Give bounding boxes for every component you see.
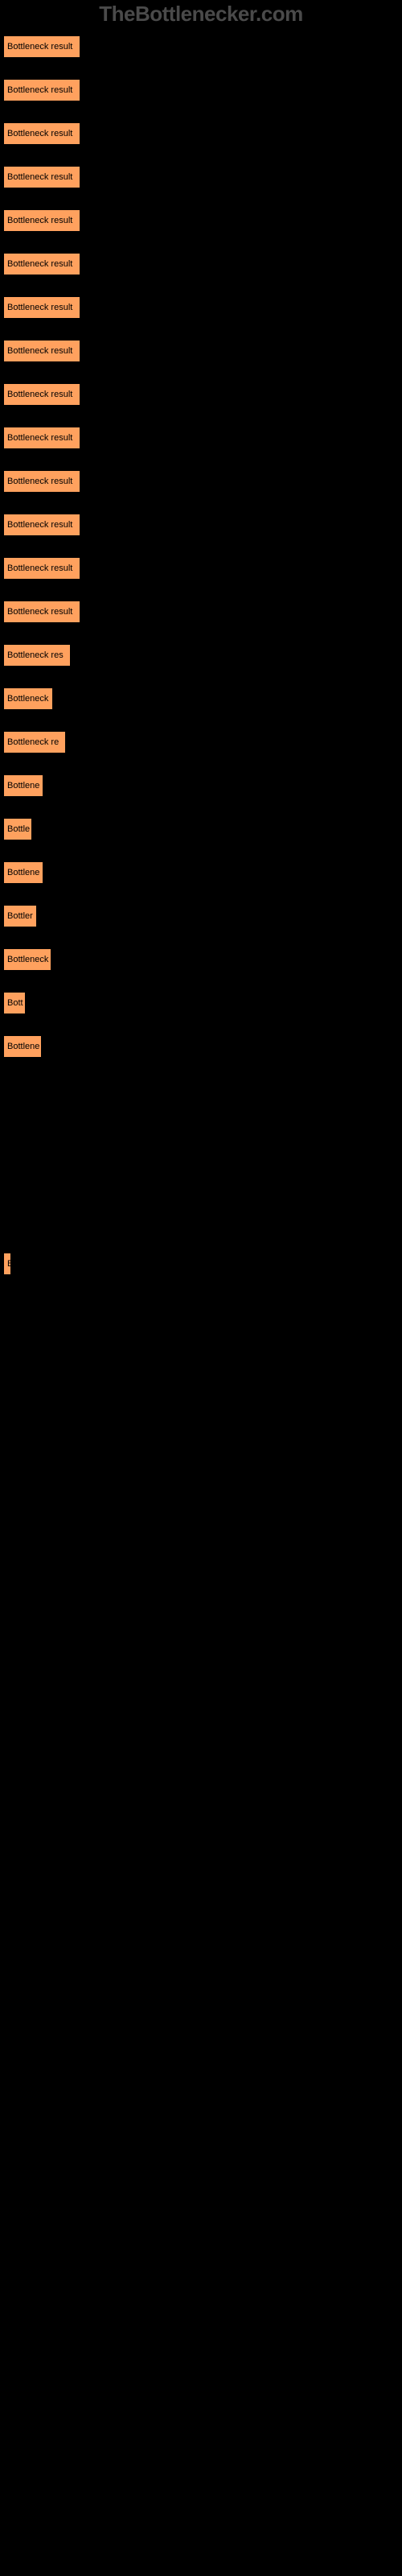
bar-row: Bottleneck re bbox=[0, 720, 402, 763]
bar-row: Bottleneck result bbox=[0, 459, 402, 502]
chart-bar: Bottleneck result bbox=[3, 166, 80, 188]
bar-label: Bottle bbox=[7, 824, 30, 834]
chart-bar: Bottleneck result bbox=[3, 79, 80, 101]
chart-bar: Bottle bbox=[3, 818, 32, 840]
bar-row: Bottleneck result bbox=[0, 415, 402, 459]
chart-bar: Bottleneck bbox=[3, 948, 51, 971]
chart-bar: Bottleneck result bbox=[3, 122, 80, 145]
bar-label: Bottleneck bbox=[7, 955, 48, 964]
bar-row bbox=[0, 1111, 402, 1154]
bar-label: Bottleneck result bbox=[7, 303, 72, 312]
bar-label: Bottleneck result bbox=[7, 42, 72, 52]
bar-row: Bottleneck result bbox=[0, 24, 402, 68]
bar-chart: Bottleneck result Bottleneck result Bottle… bbox=[0, 24, 402, 1285]
bar-label: Bottleneck result bbox=[7, 433, 72, 443]
bar-row bbox=[0, 1067, 402, 1111]
bar-row: Bottler bbox=[0, 894, 402, 937]
bar-row: Bottlene bbox=[0, 763, 402, 807]
bar-row: Bottleneck result bbox=[0, 589, 402, 633]
chart-bar: Bottleneck result bbox=[3, 253, 80, 275]
bar-label: Bott bbox=[7, 998, 23, 1008]
bar-row: Bottleneck result bbox=[0, 285, 402, 328]
bar-row: Bott bbox=[0, 980, 402, 1024]
chart-bar: Bottleneck bbox=[3, 687, 53, 710]
bar-row: Bottleneck result bbox=[0, 111, 402, 155]
bar-label: Bottleneck result bbox=[7, 607, 72, 617]
chart-bar: Bottleneck result bbox=[3, 427, 80, 449]
watermark-text: TheBottlenecker.com bbox=[99, 2, 302, 27]
bar-label: B bbox=[7, 1259, 11, 1269]
bar-row: Bottleneck result bbox=[0, 328, 402, 372]
bar-label: Bottleneck result bbox=[7, 477, 72, 486]
bar-label: Bottler bbox=[7, 911, 33, 921]
chart-bar: Bottlene bbox=[3, 774, 43, 797]
bar-label: Bottleneck result bbox=[7, 390, 72, 399]
chart-bar: Bottlene bbox=[3, 1035, 42, 1058]
bar-row bbox=[0, 1198, 402, 1241]
bar-row: Bottlene bbox=[0, 850, 402, 894]
bar-label: Bottleneck re bbox=[7, 737, 59, 747]
bar-label: Bottleneck result bbox=[7, 346, 72, 356]
chart-bar: Bottleneck result bbox=[3, 557, 80, 580]
bar-row: Bottleneck res bbox=[0, 633, 402, 676]
bar-row: B bbox=[0, 1241, 402, 1285]
chart-bar: Bottleneck result bbox=[3, 296, 80, 319]
chart-bar: Bottleneck result bbox=[3, 209, 80, 232]
bar-row: Bottleneck result bbox=[0, 198, 402, 242]
bar-row: Bottle bbox=[0, 807, 402, 850]
bar-row: Bottleneck result bbox=[0, 242, 402, 285]
bar-row: Bottleneck bbox=[0, 937, 402, 980]
chart-bar: Bottleneck result bbox=[3, 383, 80, 406]
bar-label: Bottleneck bbox=[7, 694, 48, 704]
bar-row: Bottleneck result bbox=[0, 68, 402, 111]
bar-label: Bottleneck result bbox=[7, 85, 72, 95]
chart-bar: Bottler bbox=[3, 905, 37, 927]
bar-label: Bottleneck result bbox=[7, 259, 72, 269]
chart-bar: Bottlene bbox=[3, 861, 43, 884]
bar-row: Bottleneck result bbox=[0, 502, 402, 546]
bar-row: Bottlene bbox=[0, 1024, 402, 1067]
bar-label: Bottleneck result bbox=[7, 564, 72, 573]
bar-row: Bottleneck result bbox=[0, 546, 402, 589]
bar-label: Bottlene bbox=[7, 1042, 39, 1051]
chart-bar: Bottleneck result bbox=[3, 340, 80, 362]
bar-label: Bottleneck result bbox=[7, 129, 72, 138]
chart-bar: Bottleneck res bbox=[3, 644, 71, 667]
bar-label: Bottlene bbox=[7, 868, 39, 877]
bar-label: Bottleneck result bbox=[7, 172, 72, 182]
chart-bar: Bottleneck result bbox=[3, 601, 80, 623]
bar-label: Bottleneck result bbox=[7, 216, 72, 225]
bar-row: Bottleneck result bbox=[0, 155, 402, 198]
chart-bar: Bott bbox=[3, 992, 26, 1014]
chart-bar: B bbox=[3, 1253, 11, 1275]
bar-row: Bottleneck result bbox=[0, 372, 402, 415]
chart-bar: Bottleneck re bbox=[3, 731, 66, 753]
chart-bar: Bottleneck result bbox=[3, 470, 80, 493]
bar-label: Bottleneck res bbox=[7, 650, 64, 660]
chart-bar: Bottleneck result bbox=[3, 514, 80, 536]
bar-row bbox=[0, 1154, 402, 1198]
bar-label: Bottleneck result bbox=[7, 520, 72, 530]
bar-label: Bottlene bbox=[7, 781, 39, 791]
chart-bar: Bottleneck result bbox=[3, 35, 80, 58]
bar-row: Bottleneck bbox=[0, 676, 402, 720]
